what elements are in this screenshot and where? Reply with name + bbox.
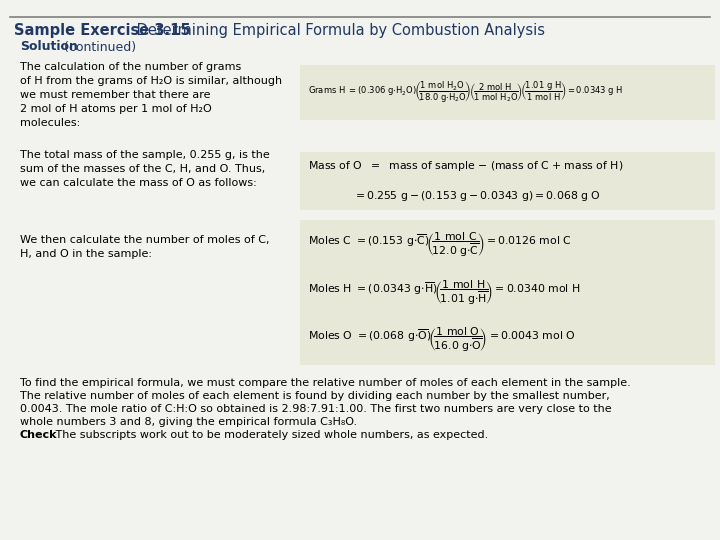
Text: The total mass of the sample, 0.255 g, is the
sum of the masses of the C, H, and: The total mass of the sample, 0.255 g, i…: [20, 150, 270, 188]
Text: Solution: Solution: [20, 40, 78, 53]
FancyBboxPatch shape: [300, 65, 715, 120]
FancyBboxPatch shape: [300, 220, 715, 365]
Text: Mass of O  $=$  mass of sample $-$ (mass of C $+$ mass of H): Mass of O $=$ mass of sample $-$ (mass o…: [308, 159, 624, 173]
FancyBboxPatch shape: [300, 152, 715, 210]
Text: $= 0.255\ \mathrm{g} - (0.153\ \mathrm{g} - 0.0343\ \mathrm{g}) = 0.068\ \mathrm: $= 0.255\ \mathrm{g} - (0.153\ \mathrm{g…: [353, 189, 601, 203]
Text: (continued): (continued): [60, 40, 136, 53]
Text: Moles C $= (0.153\ \mathrm{g{\cdot}\overline{C}})$$\!\left(\!\dfrac{1\ \mathrm{m: Moles C $= (0.153\ \mathrm{g{\cdot}\over…: [308, 231, 572, 259]
Text: Moles H $= (0.0343\ \mathrm{g{\cdot}\overline{H}})$$\!\left(\!\dfrac{1\ \mathrm{: Moles H $= (0.0343\ \mathrm{g{\cdot}\ove…: [308, 279, 580, 307]
Text: Moles O $= (0.068\ \mathrm{g{\cdot}\overline{O}})$$\!\left(\!\dfrac{1\ \mathrm{m: Moles O $= (0.068\ \mathrm{g{\cdot}\over…: [308, 326, 575, 354]
Text: whole numbers 3 and 8, giving the empirical formula C₃H₈O.: whole numbers 3 and 8, giving the empiri…: [20, 417, 357, 427]
Text: The calculation of the number of grams
of H from the grams of H₂O is similar, al: The calculation of the number of grams o…: [20, 62, 282, 128]
Text: Sample Exercise 3.15: Sample Exercise 3.15: [14, 23, 191, 37]
Text: The relative number of moles of each element is found by dividing each number by: The relative number of moles of each ele…: [20, 391, 610, 401]
Text: 0.0043. The mole ratio of C:H:O so obtained is 2.98:7.91:1.00. The first two num: 0.0043. The mole ratio of C:H:O so obtai…: [20, 404, 611, 414]
Text: The subscripts work out to be moderately sized whole numbers, as expected.: The subscripts work out to be moderately…: [52, 430, 488, 440]
Text: We then calculate the number of moles of C,
H, and O in the sample:: We then calculate the number of moles of…: [20, 235, 269, 259]
Text: Determining Empirical Formula by Combustion Analysis: Determining Empirical Formula by Combust…: [132, 23, 545, 37]
Text: To find the empirical formula, we must compare the relative number of moles of e: To find the empirical formula, we must c…: [20, 378, 631, 388]
Text: Grams H $= (0.306\ \mathrm{g{\cdot}H_2O})$$\!\left(\!\dfrac{1\ \mathrm{mol\ H_2O: Grams H $= (0.306\ \mathrm{g{\cdot}H_2O}…: [308, 80, 624, 105]
Text: Check: Check: [20, 430, 58, 440]
